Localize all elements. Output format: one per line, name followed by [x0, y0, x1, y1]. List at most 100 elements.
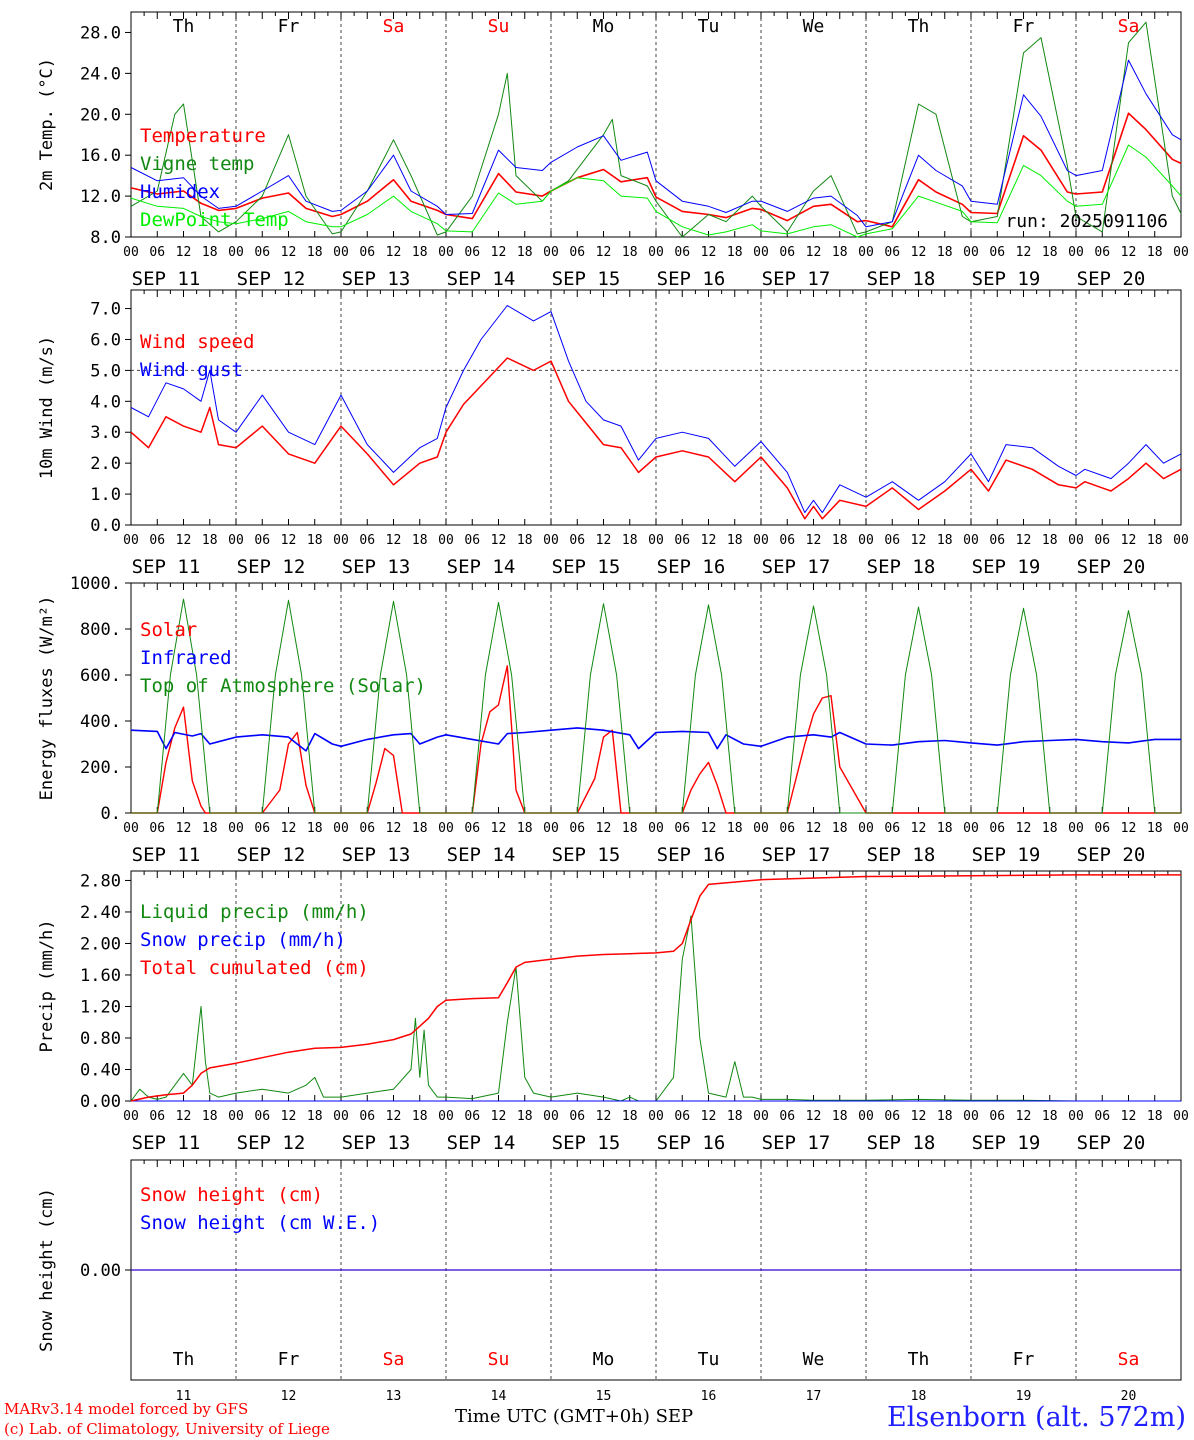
hour-tick-label: 00: [123, 533, 139, 548]
hour-tick-label: 12: [386, 1109, 402, 1124]
hour-tick-label: 18: [1042, 1109, 1058, 1124]
date-label: SEP 18: [867, 844, 936, 866]
hour-tick-label: 12: [176, 245, 192, 260]
snow-day-name-label: Su: [488, 1349, 510, 1370]
hour-tick-label: 06: [149, 533, 165, 548]
energy-legend-entry: Infrared: [140, 647, 232, 669]
hour-tick-label: 12: [1016, 533, 1032, 548]
energy-y-axis-label: Energy fluxes (W/m²): [37, 596, 57, 801]
hour-tick-label: 18: [517, 1109, 533, 1124]
hour-tick-label: 00: [963, 245, 979, 260]
day-name-label: Th: [908, 16, 930, 37]
date-label: SEP 18: [867, 268, 936, 290]
lab-credit: (c) Lab. of Climatology, University of L…: [4, 1420, 330, 1438]
hour-tick-label: 00: [1173, 533, 1189, 548]
hour-tick-label: 00: [753, 245, 769, 260]
hour-tick-label: 00: [123, 1109, 139, 1124]
hour-tick-label: 12: [491, 533, 507, 548]
hour-tick-label: 06: [884, 533, 900, 548]
hour-tick-label: 18: [727, 821, 743, 836]
date-label: SEP 12: [237, 1132, 306, 1154]
hour-tick-label: 00: [1068, 821, 1084, 836]
hour-tick-label: 00: [333, 1109, 349, 1124]
energy-series-top-of-atmosphere-solar-: [131, 598, 1181, 814]
precip-y-tick-label: 0.80: [80, 1029, 121, 1049]
temp-y-tick-label: 28.0: [80, 23, 121, 43]
day-name-label: Th: [173, 16, 195, 37]
station-name: Elsenborn (alt. 572m): [887, 1402, 1186, 1433]
energy-y-tick-label: 800.: [80, 620, 121, 640]
hour-tick-label: 12: [491, 1109, 507, 1124]
precip-y-tick-label: 2.00: [80, 934, 121, 954]
hour-tick-label: 00: [438, 1109, 454, 1124]
snow-day-name-label: We: [803, 1349, 825, 1370]
temp-y-axis-label: 2m Temp. (°C): [37, 58, 57, 191]
temp-legend-entry: Temperature: [140, 125, 266, 147]
precip-legend-entry: Snow precip (mm/h): [140, 929, 346, 951]
day-number-label: 15: [596, 1389, 612, 1404]
hour-tick-label: 00: [858, 533, 874, 548]
hour-tick-label: 18: [307, 533, 323, 548]
day-name-label: We: [803, 16, 825, 37]
day-name-label: Su: [488, 16, 510, 37]
snow-day-name-label: Th: [173, 1349, 195, 1370]
hour-tick-label: 18: [1147, 1109, 1163, 1124]
day-name-label: Mo: [593, 16, 615, 37]
hour-tick-label: 12: [1016, 821, 1032, 836]
date-label: SEP 12: [237, 844, 306, 866]
date-label: SEP 15: [552, 1132, 621, 1154]
snow-legend-entry: Snow height (cm W.E.): [140, 1212, 380, 1234]
wind-y-tick-label: 0.0: [90, 516, 121, 536]
hour-tick-label: 00: [858, 1109, 874, 1124]
hour-tick-label: 00: [1173, 821, 1189, 836]
hour-tick-label: 00: [123, 245, 139, 260]
snow-day-name-label: Tu: [698, 1349, 720, 1370]
hour-tick-label: 12: [911, 821, 927, 836]
date-label: SEP 14: [447, 556, 516, 578]
day-number-label: 11: [176, 1389, 192, 1404]
hour-tick-label: 00: [963, 533, 979, 548]
date-label: SEP 14: [447, 844, 516, 866]
wind-y-tick-label: 1.0: [90, 485, 121, 505]
date-label: SEP 19: [972, 556, 1041, 578]
temp-y-tick-label: 8.0: [90, 228, 121, 248]
hour-tick-label: 18: [412, 1109, 428, 1124]
date-label: SEP 11: [132, 844, 201, 866]
snow-y-axis-label: Snow height (cm): [37, 1188, 57, 1352]
hour-tick-label: 06: [464, 533, 480, 548]
hour-tick-label: 12: [1121, 245, 1137, 260]
wind-y-tick-label: 3.0: [90, 423, 121, 443]
hour-tick-label: 12: [491, 821, 507, 836]
hour-tick-label: 06: [254, 533, 270, 548]
hour-tick-label: 00: [228, 1109, 244, 1124]
date-label: SEP 20: [1077, 268, 1146, 290]
hour-tick-label: 06: [254, 821, 270, 836]
hour-tick-label: 06: [254, 245, 270, 260]
day-number-label: 18: [911, 1389, 927, 1404]
hour-tick-label: 06: [359, 245, 375, 260]
temp-legend-entry: Vigne temp: [140, 153, 254, 175]
hour-tick-label: 00: [543, 533, 559, 548]
hour-tick-label: 00: [228, 821, 244, 836]
hour-tick-label: 18: [202, 245, 218, 260]
energy-legend-entry: Solar: [140, 619, 197, 641]
date-label: SEP 20: [1077, 1132, 1146, 1154]
date-label: SEP 17: [762, 844, 831, 866]
hour-tick-label: 00: [648, 533, 664, 548]
temp-legend-entry: DewPoint Temp: [140, 209, 289, 231]
temp-y-tick-label: 12.0: [80, 187, 121, 207]
day-name-label: Sa: [1118, 16, 1140, 37]
temp-series-dewpoint-temp: [130, 144, 1182, 238]
hour-tick-label: 06: [674, 533, 690, 548]
wind-legend-entry: Wind speed: [140, 331, 254, 353]
energy-y-tick-label: 200.: [80, 758, 121, 778]
hour-tick-label: 12: [806, 245, 822, 260]
hour-tick-label: 00: [753, 821, 769, 836]
wind-y-tick-label: 6.0: [90, 330, 121, 350]
hour-tick-label: 18: [517, 821, 533, 836]
snow-day-name-label: Sa: [1118, 1349, 1140, 1370]
date-label: SEP 20: [1077, 556, 1146, 578]
hour-tick-label: 06: [149, 245, 165, 260]
energy-y-tick-label: 400.: [80, 712, 121, 732]
